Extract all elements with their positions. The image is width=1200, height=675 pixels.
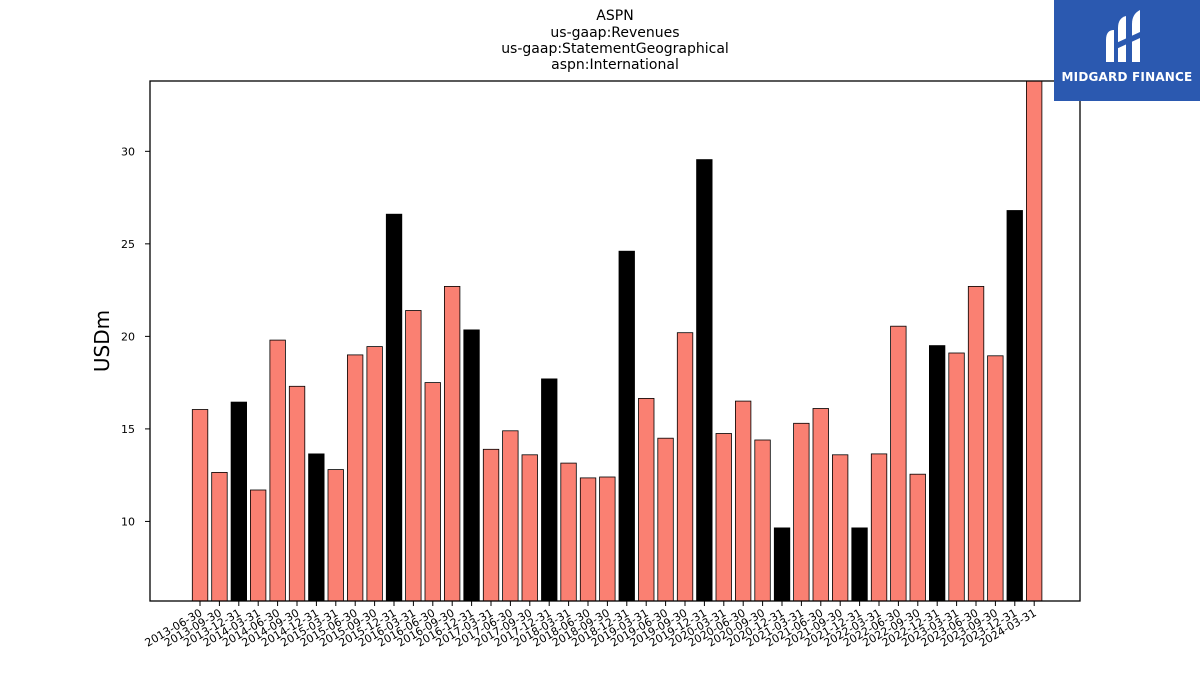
bar-2015-06-30	[346, 354, 364, 602]
bar-2021-06-30	[812, 408, 829, 602]
bar-2014-06-30	[269, 339, 286, 602]
bar-2019-12-31	[696, 159, 713, 602]
y-axis-ticks: 10 15 20 25 30	[121, 145, 150, 528]
bar-2020-12-31	[773, 527, 791, 602]
y-tick-label: 10	[121, 515, 135, 528]
bar-2019-03-31	[638, 397, 655, 602]
bar-2015-12-31	[385, 213, 403, 602]
bar-2019-09-30	[676, 332, 694, 602]
bar-2022-06-30	[890, 325, 907, 602]
bar-2013-09-30	[211, 471, 228, 602]
title-line-3: us-gaap:StatementGeographical	[501, 41, 729, 57]
bar-2021-03-31	[793, 422, 810, 602]
bar-2016-12-31	[463, 329, 480, 602]
y-tick-label: 15	[121, 423, 135, 436]
bar-2022-03-31	[870, 453, 888, 602]
y-axis-label: USDm	[90, 310, 114, 372]
bar-2024-03-31	[1026, 80, 1043, 602]
bar-2018-03-31	[560, 462, 577, 602]
title-line-2: us-gaap:Revenues	[550, 25, 679, 41]
title-line-1: ASPN	[596, 8, 633, 24]
bar-2018-06-30	[579, 477, 597, 602]
bar-2017-06-30	[502, 430, 519, 602]
bar-2023-12-31	[1006, 210, 1023, 602]
bars-group	[191, 80, 1043, 602]
bar-2013-06-30	[191, 409, 209, 602]
plot-frame	[149, 80, 1081, 602]
bar-2020-03-31	[715, 433, 732, 602]
bar-2019-06-30	[657, 437, 674, 602]
logo-brand-text: MIDGARD FINANCE	[1061, 70, 1193, 84]
bar-2023-06-30	[967, 285, 985, 602]
bar-2016-03-31	[405, 310, 422, 602]
bar-2017-03-31	[482, 448, 500, 602]
logo-mark-icon	[1106, 10, 1140, 62]
midgard-finance-logo: MIDGARD FINANCE	[1054, 0, 1200, 101]
title-line-4: aspn:International	[551, 57, 679, 73]
bar-2018-09-30	[599, 476, 616, 602]
bar-2013-12-31	[230, 401, 248, 602]
bar-2020-06-30	[735, 400, 752, 602]
chart-title: ASPN us-gaap:Revenues us-gaap:StatementG…	[501, 8, 729, 73]
y-tick-label: 25	[121, 238, 135, 251]
bar-2015-03-31	[327, 469, 344, 602]
bar-2014-03-31	[249, 489, 267, 602]
bar-2018-12-31	[618, 250, 635, 602]
bar-2014-12-31	[308, 453, 325, 602]
bar-2014-09-30	[288, 385, 306, 602]
bar-2020-09-30	[754, 439, 771, 602]
bar-2016-06-30	[424, 382, 441, 602]
bar-2022-12-31	[929, 345, 946, 602]
bar-2021-09-30	[832, 454, 849, 602]
bar-2017-12-31	[541, 378, 558, 602]
bar-2015-09-30	[366, 346, 383, 602]
bar-2023-03-31	[948, 352, 965, 602]
y-tick-label: 20	[121, 330, 135, 343]
bar-2022-09-30	[909, 473, 926, 602]
x-axis-ticks: 2013-06-302013-09-302013-12-312014-03-31…	[143, 601, 1039, 650]
bar-2017-09-30	[521, 454, 538, 602]
bar-2021-12-31	[851, 527, 868, 602]
bar-2023-09-30	[987, 355, 1004, 602]
y-tick-label: 30	[121, 145, 135, 158]
bar-2016-09-30	[443, 285, 461, 602]
